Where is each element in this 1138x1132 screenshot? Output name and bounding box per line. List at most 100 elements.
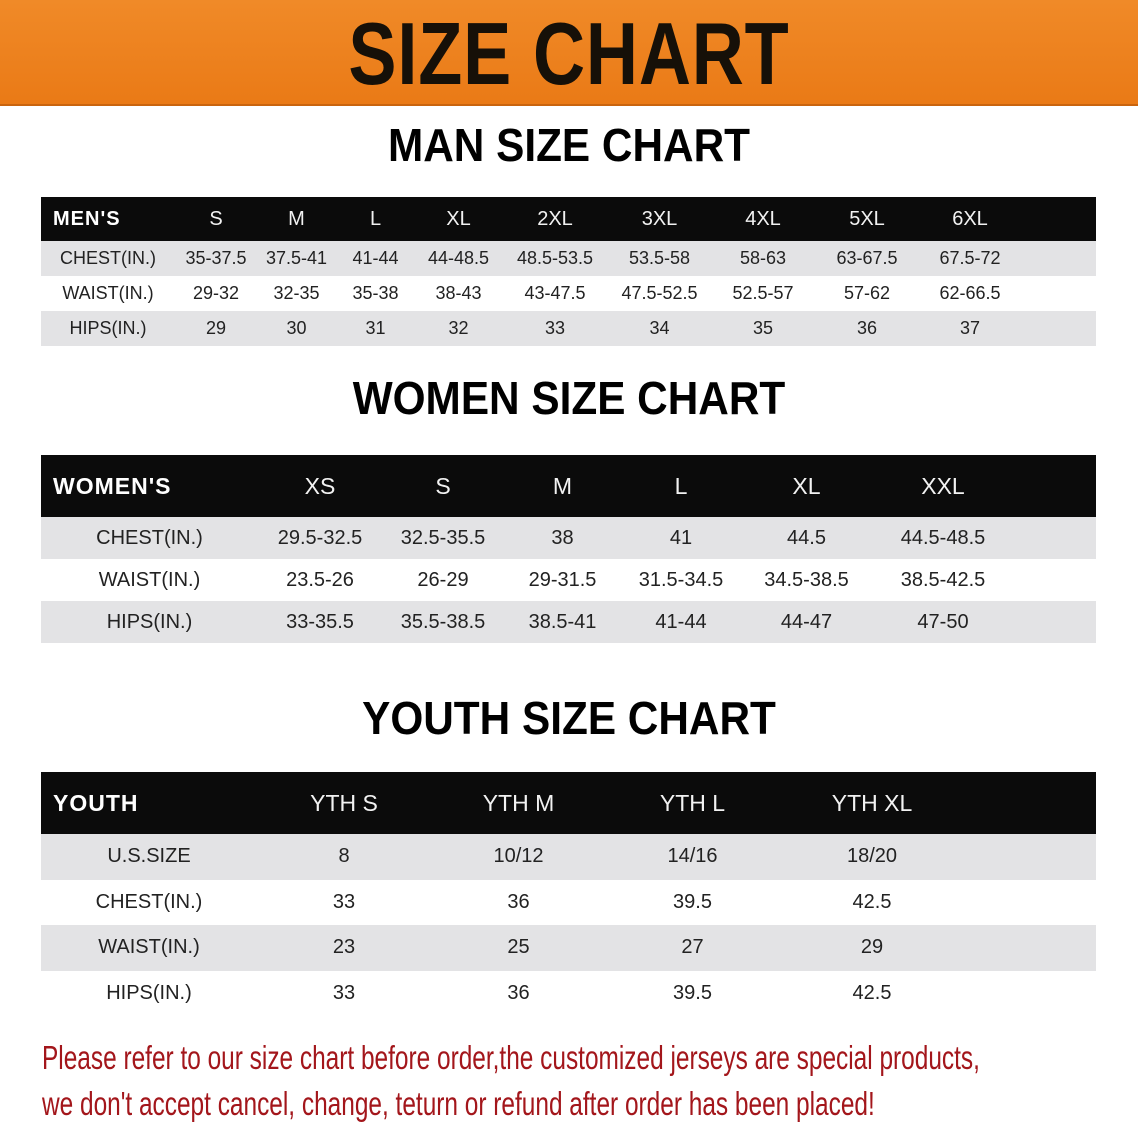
measurement-label: HIPS(IN.) bbox=[106, 610, 193, 633]
measurement-value: 67.5-72 bbox=[939, 248, 1001, 268]
table-header-row: WOMEN'S XS S M L XL XXL bbox=[41, 455, 1096, 517]
measurement-label: U.S.SIZE bbox=[107, 845, 191, 868]
measurement-value: 44-47 bbox=[780, 610, 833, 633]
measurement-value: 31.5-34.5 bbox=[638, 568, 724, 591]
measurement-value: 36 bbox=[856, 318, 878, 338]
measurement-value: 42.5 bbox=[852, 890, 892, 913]
measurement-value: 38.5-42.5 bbox=[900, 568, 986, 591]
table-row: WAIST(IN.) 29-32 32-35 35-38 38-43 43-47.5 47.… bbox=[41, 276, 1096, 311]
size-chart-banner: SIZE CHART bbox=[0, 0, 1138, 106]
measurement-value: 23 bbox=[332, 936, 356, 959]
women-size-table: WOMEN'S XS S M L XL XXL CHEST(IN.) 29.5-32.5 32.5… bbox=[41, 455, 1096, 643]
measurement-value: 27 bbox=[681, 936, 704, 959]
size-column-header: YTH XL bbox=[831, 789, 913, 816]
measurement-value: 35.5-38.5 bbox=[400, 610, 486, 633]
table-row: HIPS(IN.) 33-35.5 35.5-38.5 38.5-41 41-44 44-… bbox=[41, 601, 1096, 643]
measurement-value: 53.5-58 bbox=[628, 248, 691, 268]
measurement-value: 29 bbox=[860, 936, 884, 959]
table-row: CHEST(IN.) 29.5-32.5 32.5-35.5 38 41 44.5 44.5… bbox=[41, 517, 1096, 559]
table-row: HIPS(IN.) 33 36 39.5 42.5 bbox=[41, 970, 1096, 1016]
measurement-value: 35 bbox=[752, 318, 774, 338]
table-header-row: YOUTH YTH S YTH M YTH L YTH XL bbox=[41, 772, 1096, 834]
measurement-value: 29-31.5 bbox=[528, 568, 597, 591]
measurement-value: 41-44 bbox=[655, 610, 707, 633]
measurement-value: 42.5 bbox=[852, 981, 892, 1004]
measurement-value: 33 bbox=[332, 981, 356, 1004]
measurement-value: 44.5 bbox=[787, 526, 826, 549]
measurement-value: 62-66.5 bbox=[939, 283, 1001, 303]
table-header-label: WOMEN'S bbox=[53, 472, 172, 499]
measurement-value: 8 bbox=[338, 845, 350, 868]
measurement-value: 35-38 bbox=[352, 283, 399, 303]
measurement-value: 10/12 bbox=[493, 845, 544, 868]
size-column-header: M bbox=[288, 207, 305, 230]
banner-title: SIZE CHART bbox=[348, 4, 790, 103]
measurement-value: 43-47.5 bbox=[524, 283, 586, 303]
size-column-header: 4XL bbox=[745, 207, 781, 230]
notice-line-2: we don't accept cancel, change, teturn o… bbox=[42, 1085, 875, 1122]
size-column-header: L bbox=[369, 207, 382, 230]
size-column-header: YTH S bbox=[310, 789, 378, 816]
measurement-value: 38-43 bbox=[435, 283, 482, 303]
measurement-label: HIPS(IN.) bbox=[106, 981, 192, 1004]
measurement-value: 47-50 bbox=[917, 610, 969, 633]
measurement-value: 41-44 bbox=[352, 248, 399, 268]
measurement-value: 38 bbox=[551, 526, 574, 549]
size-column-header: XL bbox=[446, 207, 471, 230]
measurement-value: 47.5-52.5 bbox=[621, 283, 698, 303]
size-column-header: M bbox=[552, 472, 573, 499]
table-header-label: YOUTH bbox=[53, 789, 139, 816]
measurement-value: 44-48.5 bbox=[427, 248, 490, 268]
measurement-value: 25 bbox=[507, 936, 530, 959]
measurement-value: 48.5-53.5 bbox=[516, 248, 594, 268]
measurement-value: 33 bbox=[332, 890, 356, 913]
measurement-value: 29 bbox=[205, 318, 227, 338]
measurement-value: 39.5 bbox=[673, 981, 712, 1004]
size-column-header: XL bbox=[792, 472, 821, 499]
table-row: WAIST(IN.) 23.5-26 26-29 29-31.5 31.5-34.5 34… bbox=[41, 559, 1096, 601]
measurement-value: 31 bbox=[365, 318, 386, 338]
measurement-value: 36 bbox=[507, 890, 530, 913]
measurement-value: 23.5-26 bbox=[286, 568, 354, 591]
size-column-header: 5XL bbox=[849, 207, 885, 230]
measurement-value: 32.5-35.5 bbox=[400, 526, 486, 549]
table-row: CHEST(IN.) 33 36 39.5 42.5 bbox=[41, 879, 1096, 925]
measurement-label: HIPS(IN.) bbox=[69, 318, 147, 338]
size-column-header: S bbox=[435, 472, 451, 499]
size-column-header: XXL bbox=[921, 472, 965, 499]
measurement-value: 37 bbox=[959, 318, 981, 338]
measurement-value: 34 bbox=[649, 318, 670, 338]
measurement-value: 14/16 bbox=[667, 845, 718, 868]
notice-line-1: Please refer to our size chart before or… bbox=[42, 1039, 980, 1076]
size-column-header: 6XL bbox=[952, 207, 988, 230]
measurement-value: 63-67.5 bbox=[836, 248, 898, 268]
measurement-value: 58-63 bbox=[739, 248, 787, 268]
measurement-value: 18/20 bbox=[846, 845, 898, 868]
measurement-value: 32-35 bbox=[273, 283, 320, 303]
size-column-header: S bbox=[209, 207, 223, 230]
men-size-table: MEN'S S M L XL 2XL 3XL 4XL 5XL 6XL CHEST(IN.) 35-37… bbox=[41, 197, 1096, 346]
measurement-value: 29-32 bbox=[192, 283, 240, 303]
measurement-label: CHEST(IN.) bbox=[95, 890, 203, 913]
men-section-title: MAN SIZE CHART bbox=[387, 119, 751, 171]
measurement-value: 35-37.5 bbox=[185, 248, 247, 268]
measurement-label: WAIST(IN.) bbox=[98, 568, 201, 591]
measurement-value: 52.5-57 bbox=[732, 283, 794, 303]
measurement-value: 26-29 bbox=[417, 568, 469, 591]
table-row: HIPS(IN.) 29 30 31 32 33 34 35 36 37 bbox=[41, 311, 1096, 346]
women-section-title: WOMEN SIZE CHART bbox=[352, 372, 786, 424]
measurement-value: 33-35.5 bbox=[286, 610, 354, 633]
measurement-value: 37.5-41 bbox=[265, 248, 328, 268]
measurement-value: 41 bbox=[669, 526, 693, 549]
measurement-value: 44.5-48.5 bbox=[900, 526, 986, 549]
measurement-value: 36 bbox=[507, 981, 530, 1004]
measurement-value: 33 bbox=[544, 318, 566, 338]
measurement-label: CHEST(IN.) bbox=[96, 526, 203, 549]
measurement-label: CHEST(IN.) bbox=[60, 248, 156, 268]
measurement-label: WAIST(IN.) bbox=[98, 936, 200, 959]
size-column-header: 3XL bbox=[641, 207, 678, 230]
measurement-value: 29.5-32.5 bbox=[277, 526, 363, 549]
measurement-value: 39.5 bbox=[673, 890, 712, 913]
youth-size-table: YOUTH YTH S YTH M YTH L YTH XL U.S.SIZE 8 10/12… bbox=[41, 772, 1096, 1016]
table-row: WAIST(IN.) 23 25 27 29 bbox=[41, 925, 1096, 971]
